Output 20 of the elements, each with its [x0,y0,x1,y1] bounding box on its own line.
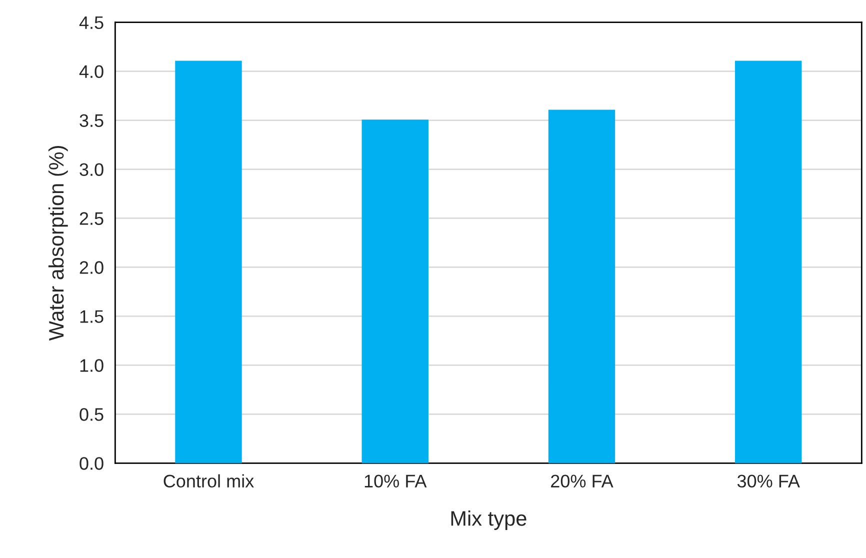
x-tick-label: 10% FA [364,474,427,488]
y-tick-label: 0.5 [80,408,104,421]
y-tick-label: 4.0 [79,65,104,78]
y-axis-title: Water absorption (%) [48,146,68,341]
bar [175,60,242,464]
y-tick-label: 1.5 [80,310,104,323]
y-tick-label: 4.5 [79,16,104,30]
y-tick-label: 3.0 [80,163,104,176]
x-axis-title: Mix type [451,510,526,530]
bar [735,60,802,464]
bar [548,110,616,464]
y-tick-label: 3.5 [80,114,104,127]
x-tick-label: 20% FA [551,474,614,488]
y-tick-label: 1.0 [80,359,104,372]
bar [362,120,428,464]
y-tick-label: 2.0 [80,261,104,274]
x-tick-label: 30% FA [737,474,800,488]
y-tick-label: 0.0 [80,457,104,470]
x-tick-label: Control mix [164,474,254,488]
y-tick-label: 2.5 [80,212,104,225]
